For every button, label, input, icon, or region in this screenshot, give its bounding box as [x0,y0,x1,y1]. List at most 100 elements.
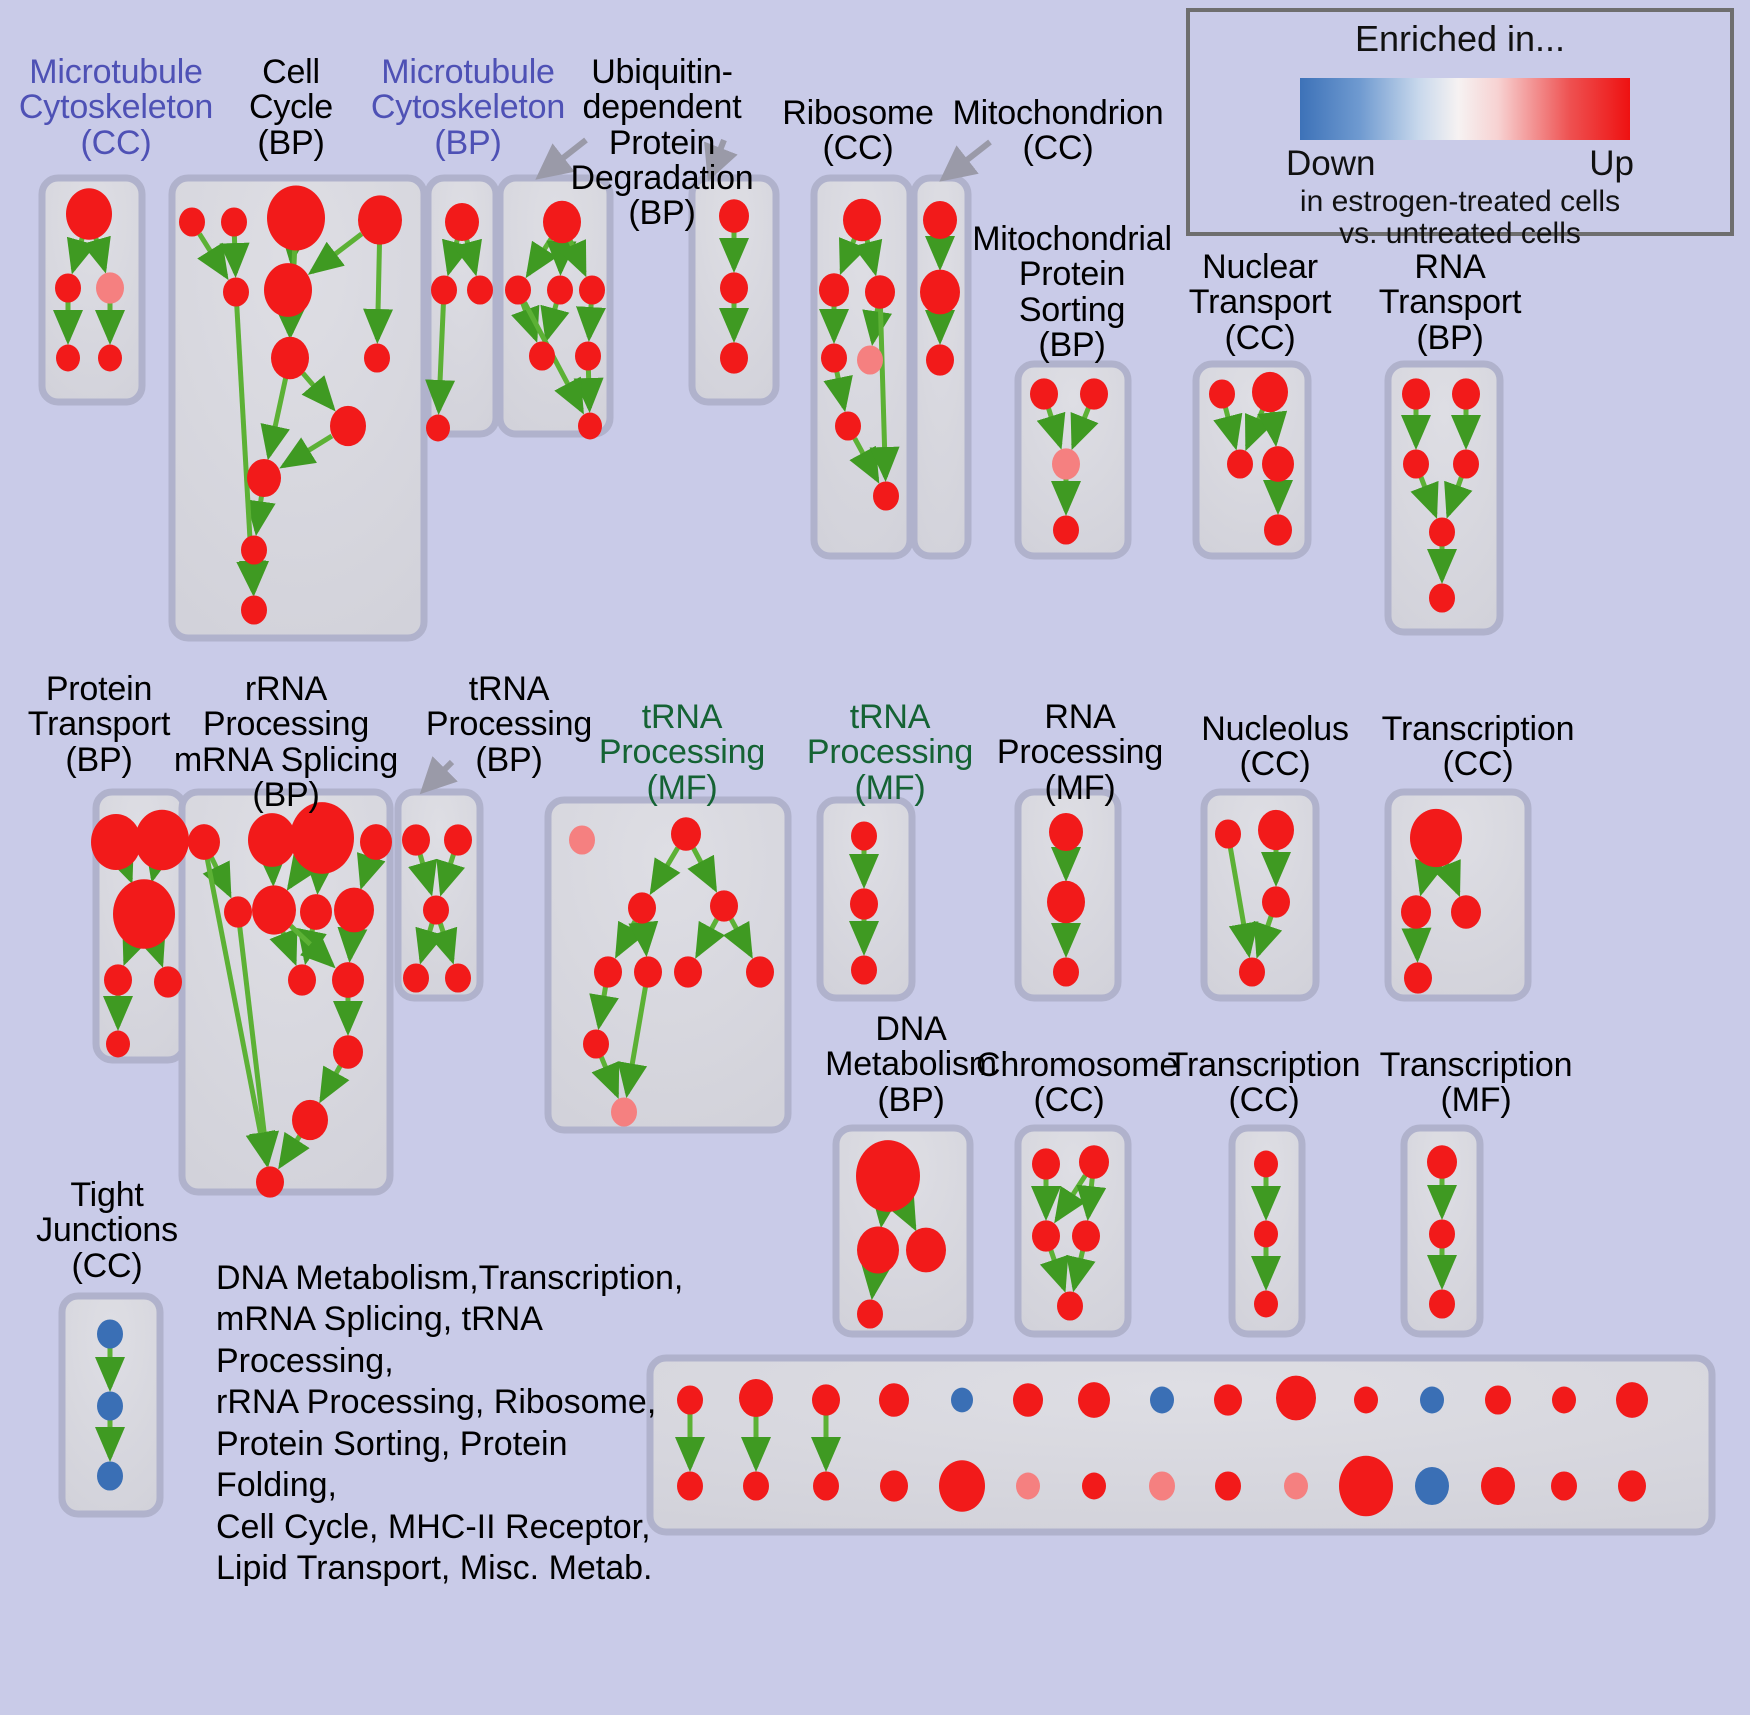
go-term-node[interactable] [1057,1291,1083,1321]
go-term-node[interactable] [445,963,471,993]
cluster-box-trna-processing-mf-1[interactable] [544,796,792,1134]
cluster-box-tight-junctions-cc[interactable] [58,1292,164,1518]
go-term-node[interactable] [1354,1386,1378,1414]
go-term-node[interactable] [1618,1470,1646,1502]
go-term-node[interactable] [179,207,205,237]
go-term-node[interactable] [857,345,883,375]
go-term-node[interactable] [857,1226,899,1274]
go-term-node[interactable] [1053,515,1079,545]
go-term-node[interactable] [1258,809,1294,851]
go-term-node[interactable] [431,275,457,305]
go-term-node[interactable] [813,1471,839,1501]
go-term-node[interactable] [1047,880,1085,924]
go-term-node[interactable] [241,595,267,625]
go-term-node[interactable] [113,879,175,949]
go-term-node[interactable] [720,342,748,374]
go-term-node[interactable] [1215,819,1241,849]
go-term-node[interactable] [569,825,595,855]
go-term-node[interactable] [300,894,332,930]
go-term-node[interactable] [879,1383,909,1417]
go-term-node[interactable] [332,962,364,998]
cluster-box-nuclear-transport-cc[interactable] [1192,360,1312,560]
cluster-box-mitochondrial-protein-sorting-bp[interactable] [1014,360,1132,560]
go-term-node[interactable] [1429,583,1455,613]
go-term-node[interactable] [1402,378,1430,410]
go-term-node[interactable] [1262,886,1290,918]
go-term-node[interactable] [1262,446,1294,482]
go-term-node[interactable] [611,1097,637,1127]
go-term-node[interactable] [241,535,267,565]
go-term-node[interactable] [1072,1220,1100,1252]
go-term-node[interactable] [583,1029,609,1059]
go-term-node[interactable] [56,344,80,372]
go-term-node[interactable] [248,813,296,867]
go-term-node[interactable] [1401,895,1431,929]
go-term-node[interactable] [264,263,312,317]
cluster-box-dna-metabolism-bp[interactable] [832,1124,974,1338]
go-term-node[interactable] [743,1471,769,1501]
go-term-node[interactable] [1149,1471,1175,1501]
go-term-node[interactable] [1264,514,1292,546]
go-term-node[interactable] [873,481,899,511]
go-term-node[interactable] [106,1030,130,1058]
go-term-node[interactable] [1404,962,1432,994]
go-term-node[interactable] [1616,1382,1648,1418]
go-term-node[interactable] [135,809,189,871]
go-term-node[interactable] [1013,1383,1043,1417]
go-term-node[interactable] [288,964,316,996]
cluster-box-trna-processing-mf-2[interactable] [816,796,916,1002]
go-term-node[interactable] [594,956,622,988]
cluster-box-rna-processing-mf[interactable] [1014,788,1122,1002]
go-term-node[interactable] [1481,1466,1515,1506]
go-term-node[interactable] [1276,1375,1316,1421]
cluster-box-microtubule-cytoskeleton-bp[interactable] [424,174,500,438]
go-term-node[interactable] [674,956,702,988]
cluster-box-chromosome-cc[interactable] [1014,1124,1132,1338]
go-term-node[interactable] [1082,1472,1106,1500]
go-term-node[interactable] [256,1166,284,1198]
go-term-node[interactable] [1150,1386,1174,1414]
go-term-node[interactable] [154,966,182,998]
go-term-node[interactable] [1214,1384,1242,1416]
go-term-node[interactable] [292,1099,328,1141]
go-term-node[interactable] [1410,808,1462,868]
go-term-node[interactable] [1403,449,1429,479]
cluster-box-mitochondrion-cc[interactable] [910,174,972,560]
go-term-node[interactable] [467,275,493,305]
go-term-node[interactable] [334,887,374,933]
go-term-node[interactable] [1079,1145,1109,1179]
cluster-box-transcription-mf[interactable] [1400,1124,1484,1338]
go-term-node[interactable] [402,824,430,856]
cluster-box-transcription-cc-top[interactable] [1384,788,1532,1002]
go-term-node[interactable] [267,185,325,251]
go-term-node[interactable] [1052,448,1080,480]
go-term-node[interactable] [271,336,309,380]
go-term-node[interactable] [1485,1385,1511,1415]
go-term-node[interactable] [444,824,472,856]
go-term-node[interactable] [188,824,220,860]
go-term-node[interactable] [96,272,124,304]
go-term-node[interactable] [739,1378,773,1418]
cluster-box-ribosome-cc[interactable] [810,174,914,560]
go-term-node[interactable] [1215,1471,1241,1501]
go-term-node[interactable] [529,341,555,371]
go-term-node[interactable] [1239,957,1265,987]
go-term-node[interactable] [1254,1220,1278,1248]
go-term-node[interactable] [1429,1219,1455,1249]
go-term-node[interactable] [865,275,895,309]
go-term-node[interactable] [1451,895,1481,929]
go-term-node[interactable] [851,955,877,985]
go-term-node[interactable] [575,341,601,371]
go-term-node[interactable] [1429,517,1455,547]
go-term-node[interactable] [843,198,881,242]
go-term-node[interactable] [720,272,748,304]
cluster-box-nucleolus-cc[interactable] [1200,788,1320,1002]
go-term-node[interactable] [1053,957,1079,987]
go-term-node[interactable] [1339,1455,1393,1517]
go-term-node[interactable] [97,1391,123,1421]
go-term-node[interactable] [819,273,849,307]
go-term-node[interactable] [358,195,402,245]
go-term-node[interactable] [1030,378,1058,410]
go-term-node[interactable] [66,188,112,240]
go-term-node[interactable] [360,824,392,860]
